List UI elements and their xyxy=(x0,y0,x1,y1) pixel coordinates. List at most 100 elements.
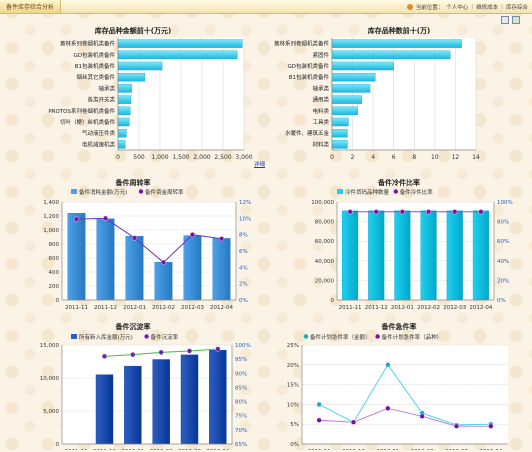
x-tick-label: 2012-02 xyxy=(152,305,175,311)
category-label: 切叶（梗）丝机类备件 xyxy=(60,118,116,126)
breadcrumb-item-inventory[interactable]: 库存综合 xyxy=(505,4,528,11)
category-label: 水暖件、建筑五金 xyxy=(285,129,330,137)
plot-area xyxy=(62,345,232,444)
toolbar xyxy=(501,16,520,24)
page-tab[interactable]: 备件库存综合分析 xyxy=(0,0,62,13)
line-point xyxy=(385,405,391,411)
chart-settle-rate: 备件沉淀率 0 5,000 10,000 15,000 65% 70% 75% 80% 85% 9… xyxy=(0,322,266,452)
legend-label: 备件沉淀率 xyxy=(151,333,179,341)
category-label: 轴承类 xyxy=(312,84,329,92)
line-point xyxy=(453,423,460,429)
line-point xyxy=(425,209,432,215)
category-label: PROTOS系列卷烟机类备件 xyxy=(48,107,115,115)
legend-marker xyxy=(393,189,398,194)
x-tick-label: 3,000 xyxy=(235,154,252,161)
y-tick-label: 100,000 xyxy=(311,200,334,206)
y2-tick-label: 12% xyxy=(239,200,251,206)
x-tick-label: 2011-12 xyxy=(94,305,117,311)
bar xyxy=(331,84,371,93)
y-tick-label: 20,000 xyxy=(315,278,335,284)
line-point xyxy=(186,348,193,354)
y2-tick-label: 6% xyxy=(239,249,248,255)
bar xyxy=(420,210,437,301)
x-tick-label: 2012-01 xyxy=(391,305,414,311)
chart-title: 备件冷件比率 xyxy=(378,179,420,187)
chart-title: 备件急件率 xyxy=(381,323,417,331)
bar xyxy=(183,235,202,301)
bar xyxy=(331,95,363,104)
line-point xyxy=(130,352,136,358)
line-point xyxy=(347,209,353,215)
y-tick-label: 5,000 xyxy=(43,409,59,415)
x-tick-label: 4 xyxy=(371,154,375,161)
y2-tick-label: 20% xyxy=(497,278,509,284)
bar xyxy=(331,50,451,60)
print-icon[interactable] xyxy=(512,16,520,24)
x-tick-label: 2,500 xyxy=(214,154,231,161)
y2-tick-label: 100% xyxy=(235,343,251,349)
line-point xyxy=(419,413,425,419)
category-label: 轴承类 xyxy=(98,84,115,92)
more-details-link[interactable]: 详细 xyxy=(254,162,266,168)
bar xyxy=(472,210,489,301)
y2-tick-label: 85% xyxy=(235,385,247,391)
y-tick-label: 40,000 xyxy=(315,259,335,265)
x-tick-label: 12 xyxy=(452,154,460,161)
chart-title: 库存品种数前十(万) xyxy=(367,27,431,35)
chart-inventory-count: 库存品种数前十(万) 0 2 4 6 8 10 12 14 莫林系列卷烟机类备件 紧固件 GD包装机… xyxy=(266,26,532,166)
chart-cold-ratio: 备件冷件比率 0 20,000 40,000 60,000 80,000 100,000 0… xyxy=(266,178,532,318)
series-line xyxy=(76,217,222,264)
legend-label: 所有新入库金额(万元) xyxy=(79,333,133,341)
x-tick-label: 8 xyxy=(412,154,416,161)
bar xyxy=(124,365,142,445)
x-tick-label: 0 xyxy=(116,154,120,161)
bar xyxy=(117,72,146,82)
chart-cold-ratio-svg: 0 20,000 40,000 60,000 80,000 100,000 0% 20% 40%… xyxy=(311,188,512,311)
y-tick-label: 200 xyxy=(49,284,60,290)
series-line xyxy=(319,407,491,427)
x-tick-label: 500 xyxy=(133,154,145,161)
line-point xyxy=(350,419,357,425)
bar xyxy=(331,140,348,149)
category-label: 气动液压件类 xyxy=(82,129,116,137)
legend-label: 备件计划急件率（品种） xyxy=(382,333,443,341)
bar xyxy=(446,210,463,301)
bar xyxy=(117,128,127,138)
x-tick-label: 2012-04 xyxy=(469,305,492,311)
y-tick-label: 25% xyxy=(287,343,299,349)
x-tick-label: 2 xyxy=(351,154,355,161)
bar xyxy=(67,213,86,301)
y2-tick-label: 40% xyxy=(497,259,509,265)
category-label: 电料类 xyxy=(312,107,329,115)
legend-label: 冷件货码品种数量 xyxy=(345,188,390,196)
category-label: GD包装机类备件 xyxy=(288,62,330,70)
line-point xyxy=(452,209,458,215)
breadcrumb-item-personal[interactable]: 个人中心 xyxy=(446,4,469,11)
location-icon xyxy=(406,3,413,10)
export-icon[interactable] xyxy=(501,16,509,24)
legend-marker xyxy=(303,334,309,339)
category-label: B1包装机类备件 xyxy=(75,62,116,70)
chart-urgent-rate: 备件急件率 0%5%10%15%20%25%2011-112011-122012… xyxy=(266,322,532,452)
x-tick-label: 1,000 xyxy=(151,154,168,161)
category-label: GD包装机类备件 xyxy=(74,51,116,59)
category-label: 莫林系列卷烟机类备件 xyxy=(60,40,116,48)
x-tick-label: 14 xyxy=(472,154,480,161)
y-tick-label: 1,400 xyxy=(43,200,59,206)
bar xyxy=(368,210,385,301)
line-point xyxy=(385,362,391,368)
category-label: 烟丝其它类备件 xyxy=(76,73,115,81)
bar xyxy=(117,39,243,48)
x-tick-label: 1,500 xyxy=(172,154,189,161)
y-tick-label: 0 xyxy=(56,298,60,304)
bar xyxy=(96,218,115,301)
line-point xyxy=(478,209,484,215)
breadcrumb-item-cost[interactable]: 维修成本 xyxy=(476,4,499,11)
x-tick-label: 10 xyxy=(431,154,439,161)
bar xyxy=(180,354,199,445)
y-tick-label: 10% xyxy=(287,402,299,408)
line-point xyxy=(316,417,322,423)
y2-tick-label: 0% xyxy=(497,298,506,304)
y2-tick-label: 8% xyxy=(239,233,248,239)
